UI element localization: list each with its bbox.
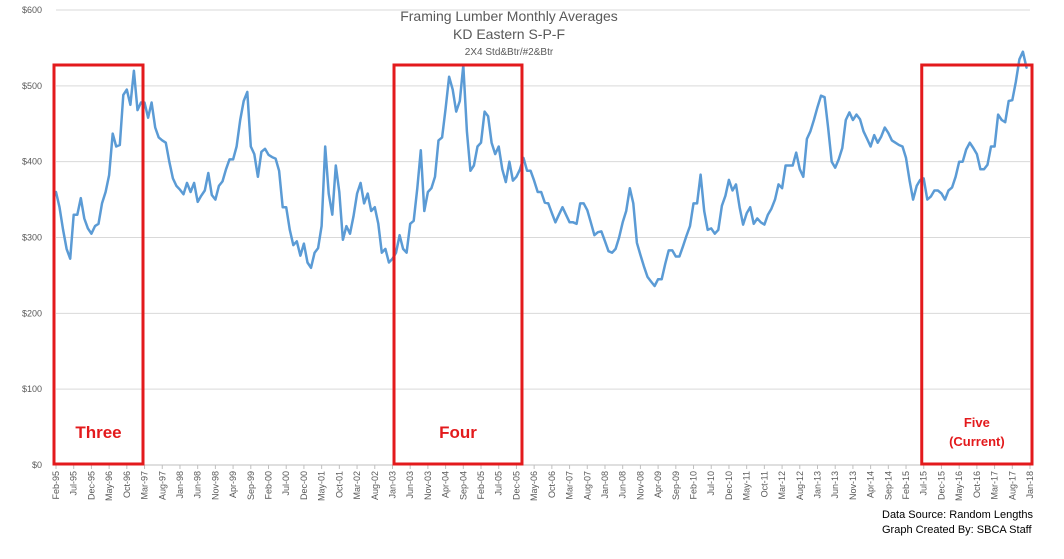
x-tick-label: Mar-02 <box>352 471 362 500</box>
x-tick-label: Dec-10 <box>724 471 734 500</box>
x-tick-label: Sep-09 <box>671 471 681 500</box>
highlight-box-label: Three <box>75 423 121 442</box>
x-tick-label: Sep-04 <box>458 471 468 500</box>
x-tick-label: Jul-95 <box>69 471 79 496</box>
y-tick-label: $400 <box>22 157 42 167</box>
chart-subtitle: KD Eastern S-P-F <box>453 26 565 42</box>
x-tick-label: Jun-08 <box>618 471 628 499</box>
data-source-note: Data Source: Random Lengths <box>882 509 1034 521</box>
x-tick-label: Mar-17 <box>990 471 1000 500</box>
x-tick-label: May-96 <box>104 471 114 501</box>
x-tick-label: Feb-95 <box>51 471 61 500</box>
x-tick-label: Sep-14 <box>883 471 893 500</box>
x-tick-label: Jun-13 <box>830 471 840 499</box>
graph-credit-note: Graph Created By: SBCA Staff <box>882 524 1033 536</box>
x-tick-label: Jun-03 <box>405 471 415 499</box>
x-tick-label: May-06 <box>529 471 539 501</box>
x-tick-label: Jan-03 <box>387 471 397 499</box>
y-tick-label: $0 <box>32 460 42 470</box>
x-tick-label: Mar-97 <box>140 471 150 500</box>
x-tick-label: Oct-06 <box>547 471 557 498</box>
x-tick-label: Apr-99 <box>228 471 238 498</box>
x-tick-label: Dec-05 <box>511 471 521 500</box>
x-tick-label: Aug-02 <box>370 471 380 500</box>
x-tick-label: Jul-10 <box>706 471 716 496</box>
x-tick-label: Oct-11 <box>759 471 769 497</box>
x-tick-label: Nov-13 <box>848 471 858 500</box>
series-line <box>54 50 1028 288</box>
highlight-box-sublabel: (Current) <box>949 434 1005 449</box>
highlight-box-label: Four <box>439 423 477 442</box>
x-tick-label: Oct-96 <box>122 471 132 498</box>
highlight-box <box>920 63 1034 466</box>
x-tick-label: Feb-00 <box>264 471 274 500</box>
x-tick-label: Feb-15 <box>901 471 911 500</box>
x-axis-tick-labels: Feb-95 Jul-95 Dec-95 May-96 Oct-96 Mar-97 Aug-… <box>51 471 1035 501</box>
x-tick-label: Nov-98 <box>210 471 220 500</box>
x-tick-label: Jul-15 <box>919 471 929 496</box>
x-tick-label: Mar-07 <box>565 471 575 500</box>
x-tick-label: Aug-17 <box>1007 471 1017 500</box>
x-tick-label: Apr-04 <box>441 471 451 498</box>
y-tick-label: $500 <box>22 81 42 91</box>
x-tick-label: Aug-12 <box>795 471 805 500</box>
highlight-boxes: Three Four Five (Current) <box>52 63 1034 466</box>
x-tick-label: Dec-00 <box>299 471 309 500</box>
x-tick-label: Apr-14 <box>866 471 876 498</box>
x-tick-label: Jul-00 <box>281 471 291 496</box>
highlight-box <box>52 63 145 466</box>
x-tick-label: Jul-05 <box>494 471 504 496</box>
y-axis-tick-labels: $0 $100 $200 $300 $400 $500 $600 <box>22 5 42 470</box>
x-tick-label: Feb-10 <box>689 471 699 500</box>
y-tick-label: $300 <box>22 233 42 243</box>
gridlines <box>56 9 1030 390</box>
x-tick-label: Oct-01 <box>334 471 344 498</box>
x-tick-label: Jan-18 <box>1025 471 1035 499</box>
x-tick-label: Oct-16 <box>972 471 982 498</box>
highlight-box <box>392 63 524 466</box>
x-tick-label: Aug-07 <box>582 471 592 500</box>
x-tick-label: Aug-97 <box>157 471 167 500</box>
x-tick-label: Jun-98 <box>193 471 203 499</box>
x-axis-ticks <box>55 465 1031 469</box>
chart-title: Framing Lumber Monthly Averages <box>400 8 618 24</box>
x-tick-label: Dec-95 <box>86 471 96 500</box>
y-tick-label: $100 <box>22 384 42 394</box>
chart-subtitle-2: 2X4 Std&Btr/#2&Btr <box>465 47 554 58</box>
x-tick-label: May-16 <box>954 471 964 501</box>
highlight-box-label: Five <box>964 415 990 430</box>
x-tick-label: Jan-13 <box>812 471 822 499</box>
x-tick-label: May-11 <box>742 471 752 500</box>
y-tick-label: $600 <box>22 5 42 15</box>
x-tick-label: Nov-03 <box>423 471 433 500</box>
x-tick-label: Feb-05 <box>476 471 486 500</box>
x-tick-label: Nov-08 <box>635 471 645 500</box>
x-tick-label: Jan-08 <box>600 471 610 499</box>
x-tick-label: Jan-98 <box>175 471 185 499</box>
y-tick-label: $200 <box>22 308 42 318</box>
x-tick-label: Dec-15 <box>936 471 946 500</box>
x-tick-label: Apr-09 <box>653 471 663 498</box>
x-tick-label: Mar-12 <box>777 471 787 500</box>
x-tick-label: Sep-99 <box>246 471 256 500</box>
x-tick-label: May-01 <box>317 471 327 501</box>
